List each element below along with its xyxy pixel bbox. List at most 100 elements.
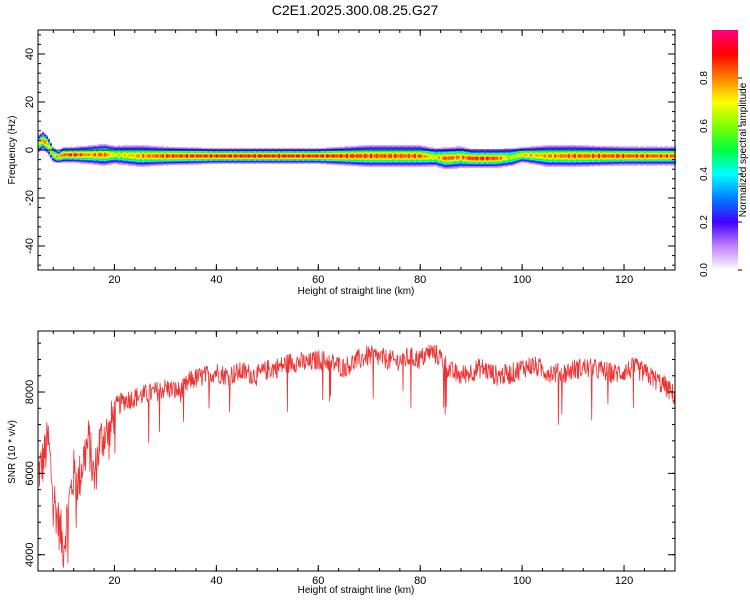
heatmap-cell bbox=[444, 148, 446, 149]
heatmap-cell bbox=[506, 153, 508, 154]
heatmap-cell bbox=[542, 148, 544, 149]
heatmap-cell bbox=[168, 147, 170, 148]
heatmap-cell bbox=[512, 158, 514, 159]
heatmap-cell bbox=[336, 162, 338, 163]
heatmap-cell bbox=[298, 162, 300, 163]
heatmap-cell bbox=[464, 150, 466, 151]
heatmap-cell bbox=[382, 151, 384, 152]
heatmap-cell bbox=[208, 151, 210, 152]
heatmap-cell bbox=[390, 150, 392, 151]
heatmap-cell bbox=[200, 149, 202, 150]
heatmap-cell bbox=[504, 155, 506, 156]
heatmap-cell bbox=[388, 163, 390, 164]
heatmap-cell bbox=[110, 157, 112, 158]
heatmap-cell bbox=[428, 162, 430, 163]
heatmap-cell bbox=[440, 154, 442, 155]
heatmap-cell bbox=[74, 148, 76, 149]
heatmap-cell bbox=[102, 162, 104, 163]
heatmap-cell bbox=[424, 160, 426, 161]
heatmap-cell bbox=[424, 163, 426, 164]
heatmap-cell bbox=[114, 146, 116, 147]
heatmap-cell bbox=[544, 153, 546, 154]
heatmap-cell bbox=[82, 153, 84, 154]
heatmap-cell bbox=[138, 155, 140, 156]
heatmap-cell bbox=[370, 159, 372, 160]
heatmap-cell bbox=[404, 151, 406, 152]
heatmap-cell bbox=[334, 152, 336, 153]
heatmap-cell bbox=[258, 150, 260, 151]
heatmap-cell bbox=[72, 151, 74, 152]
heatmap-cell bbox=[456, 163, 458, 164]
heatmap-cell bbox=[274, 153, 276, 154]
heatmap-cell bbox=[136, 164, 138, 165]
heatmap-cell bbox=[516, 154, 518, 155]
heatmap-cell bbox=[394, 157, 396, 158]
heatmap-cell bbox=[242, 160, 244, 161]
heatmap-cell bbox=[542, 160, 544, 161]
heatmap-cell bbox=[300, 148, 302, 149]
heatmap-cell bbox=[96, 146, 98, 147]
heatmap-cell bbox=[234, 152, 236, 153]
heatmap-cell bbox=[222, 159, 224, 160]
heatmap-cell bbox=[566, 161, 568, 162]
heatmap-cell bbox=[510, 159, 512, 160]
heatmap-cell bbox=[424, 146, 426, 147]
heatmap-cell bbox=[282, 152, 284, 153]
heatmap-cell bbox=[154, 158, 156, 159]
heatmap-cell bbox=[504, 159, 506, 160]
heatmap-cell bbox=[94, 156, 96, 157]
heatmap-cell bbox=[364, 158, 366, 159]
heatmap-cell bbox=[500, 155, 502, 156]
heatmap-cell bbox=[518, 158, 520, 159]
heatmap-cell bbox=[244, 150, 246, 151]
heatmap-cell bbox=[136, 166, 138, 167]
heatmap-cell bbox=[178, 157, 180, 158]
heatmap-cell bbox=[562, 162, 564, 163]
heatmap-cell bbox=[382, 145, 384, 146]
heatmap-cell bbox=[398, 164, 400, 165]
heatmap-cell bbox=[78, 151, 80, 152]
heatmap-cell bbox=[374, 146, 376, 147]
heatmap-cell bbox=[126, 163, 128, 164]
heatmap-cell bbox=[250, 148, 252, 149]
heatmap-cell bbox=[134, 165, 136, 166]
heatmap-cell bbox=[78, 160, 80, 161]
heatmap-cell bbox=[264, 148, 266, 149]
heatmap-cell bbox=[504, 158, 506, 159]
heatmap-cell bbox=[180, 147, 182, 148]
heatmap-cell bbox=[518, 152, 520, 153]
heatmap-cell bbox=[366, 147, 368, 148]
heatmap-cell bbox=[322, 156, 324, 157]
heatmap-cell bbox=[256, 153, 258, 154]
heatmap-cell bbox=[340, 162, 342, 163]
heatmap-cell bbox=[522, 161, 524, 162]
heatmap-cell bbox=[158, 150, 160, 151]
heatmap-cell bbox=[226, 150, 228, 151]
heatmap-cell bbox=[74, 158, 76, 159]
heatmap-cell bbox=[368, 145, 370, 146]
heatmap-cell bbox=[418, 157, 420, 158]
heatmap-cell bbox=[364, 148, 366, 149]
heatmap-cell bbox=[212, 158, 214, 159]
heatmap-cell bbox=[466, 150, 468, 151]
heatmap-cell bbox=[514, 163, 516, 164]
heatmap-cell bbox=[64, 150, 66, 151]
heatmap-cell bbox=[342, 150, 344, 151]
heatmap-cell bbox=[178, 163, 180, 164]
heatmap-cell bbox=[218, 157, 220, 158]
heatmap-cell bbox=[286, 149, 288, 150]
heatmap-cell bbox=[272, 158, 274, 159]
heatmap-cell bbox=[138, 164, 140, 165]
heatmap-cell bbox=[396, 159, 398, 160]
heatmap-cell bbox=[146, 155, 148, 156]
heatmap-cell bbox=[494, 151, 496, 152]
heatmap-cell bbox=[108, 153, 110, 154]
heatmap-cell bbox=[128, 163, 130, 164]
heatmap-cell bbox=[236, 150, 238, 151]
heatmap-cell bbox=[334, 147, 336, 148]
heatmap-cell bbox=[482, 152, 484, 153]
heatmap-cell bbox=[482, 165, 484, 166]
heatmap-cell bbox=[196, 154, 198, 155]
heatmap-cell bbox=[420, 165, 422, 166]
heatmap-cell bbox=[170, 162, 172, 163]
